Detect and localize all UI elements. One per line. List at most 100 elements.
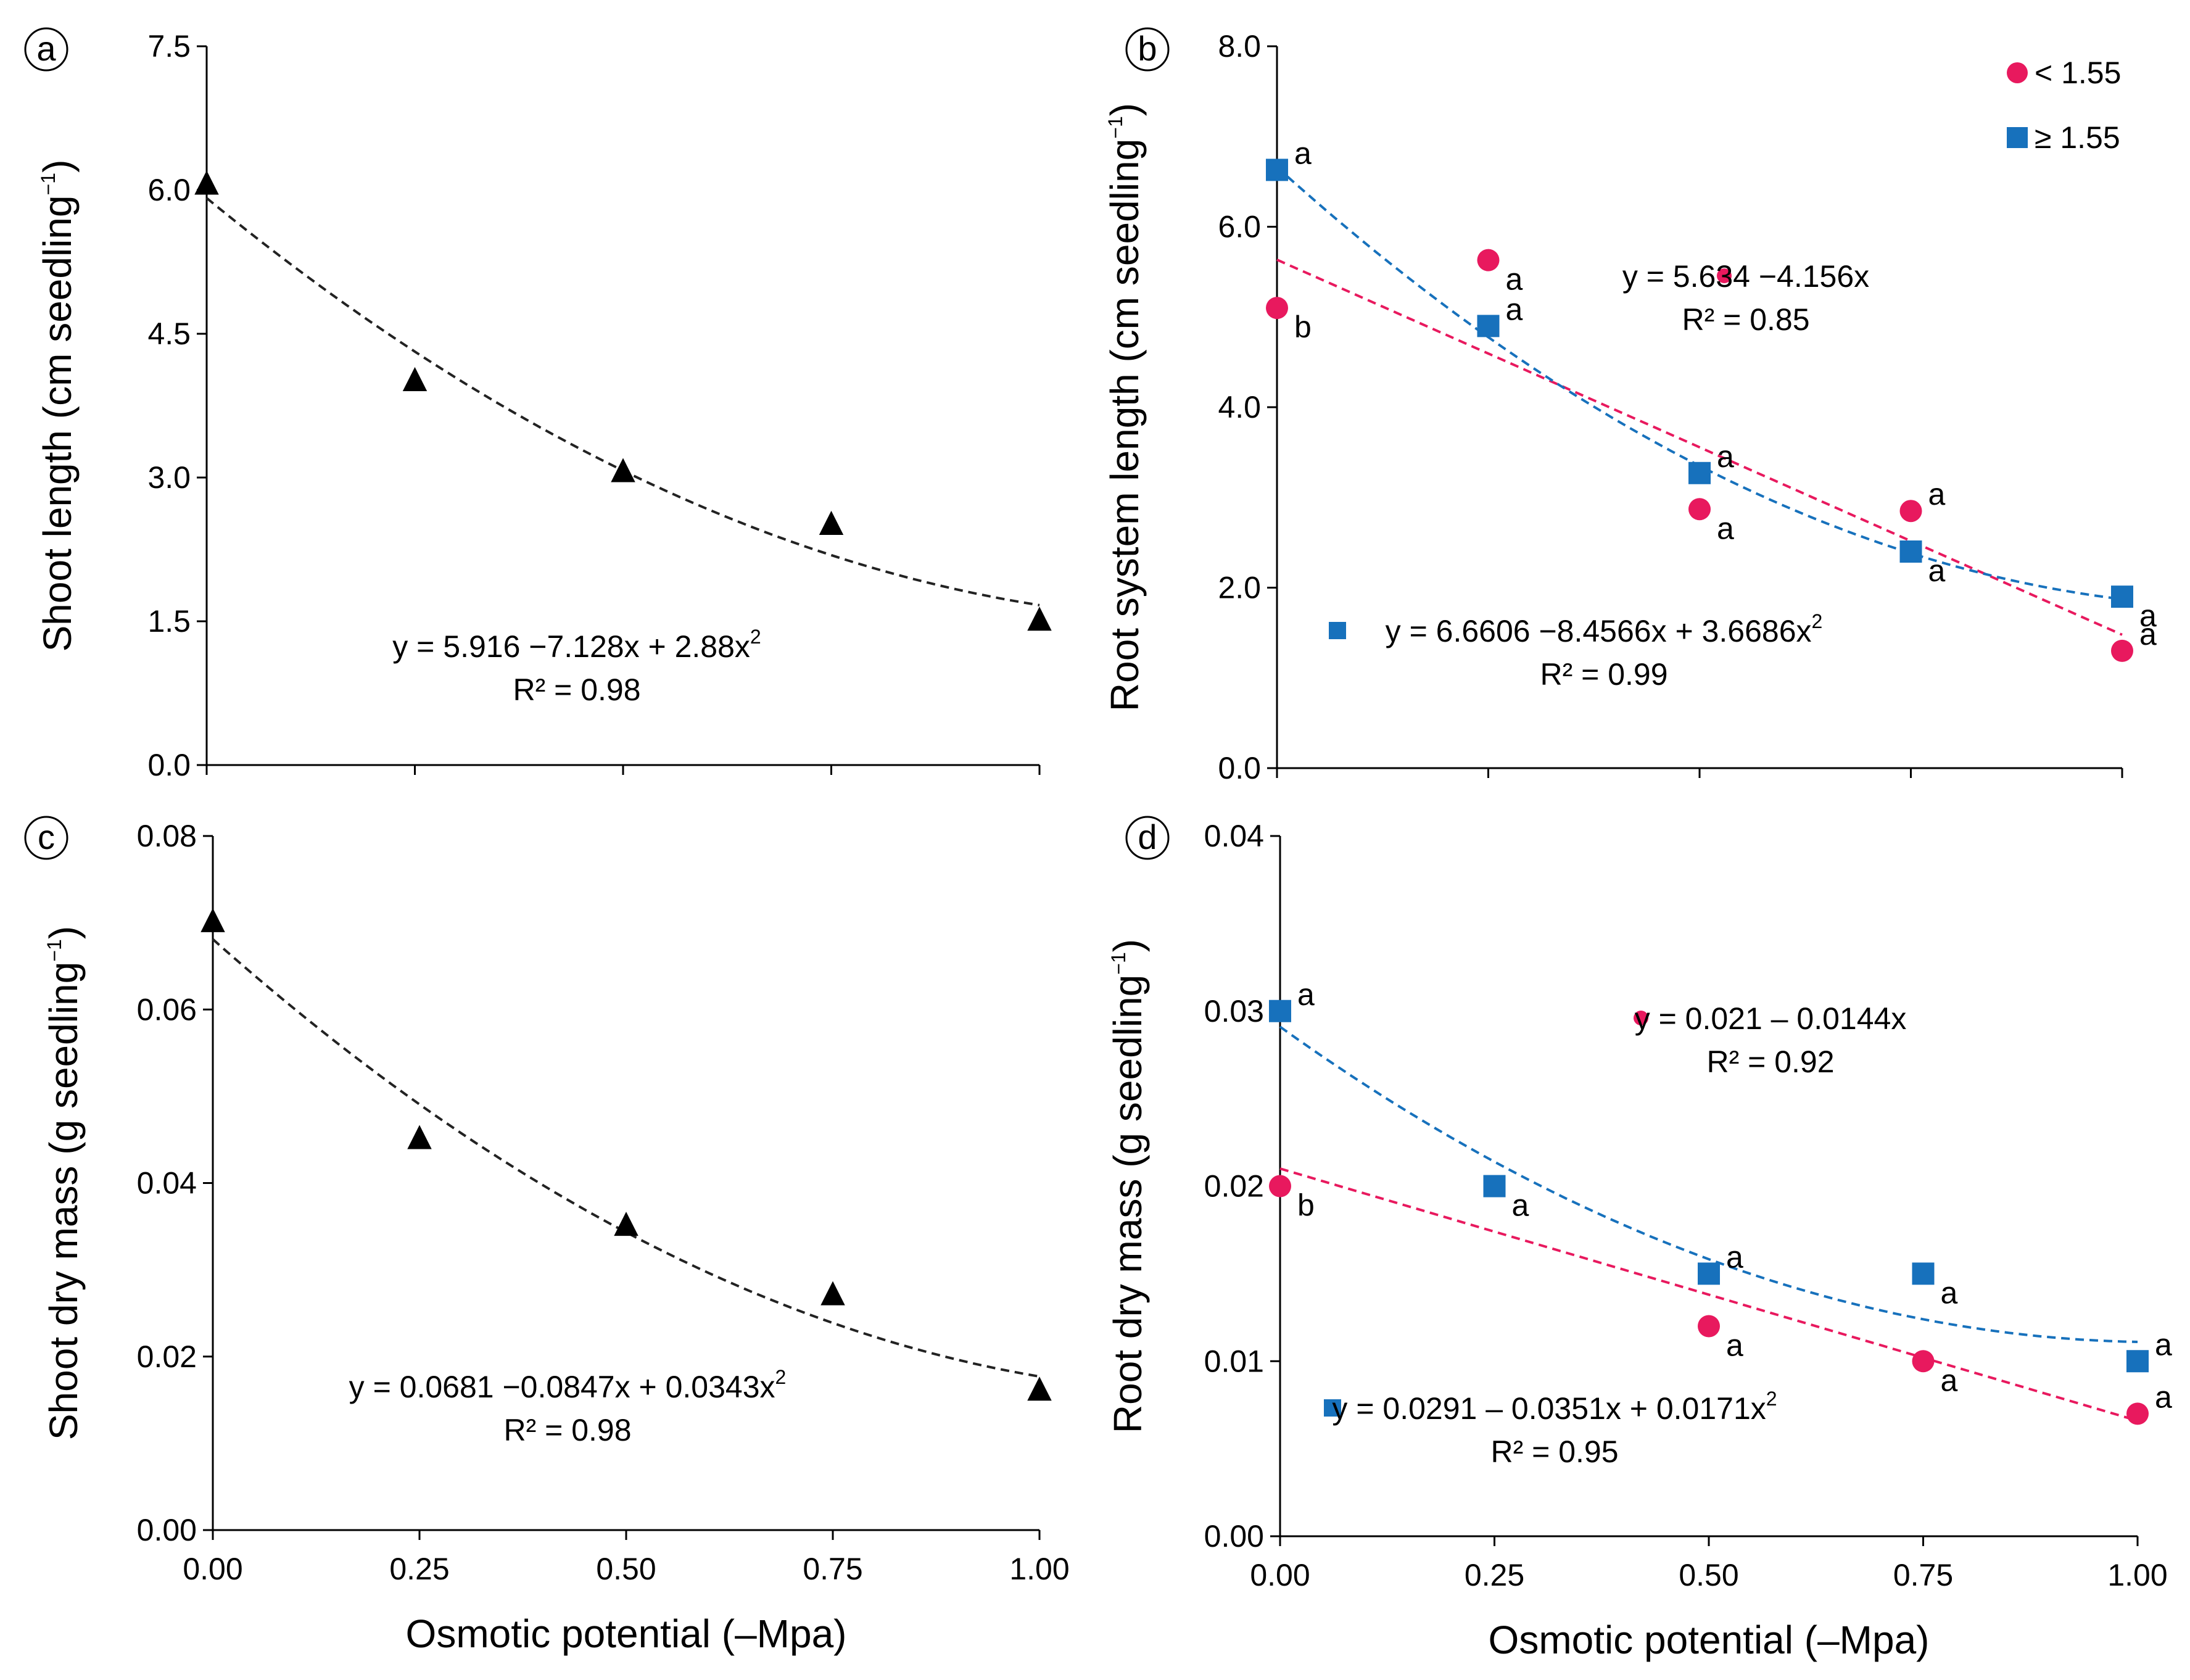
r-squared: R² = 0.85: [1682, 302, 1809, 337]
data-point-triangle: [1027, 606, 1052, 631]
x-tick-label: 0.75: [1893, 1558, 1953, 1592]
x-axis-title: Osmotic potential (–Mpa): [1489, 1618, 1930, 1662]
data-point-circle: [1912, 1350, 1935, 1373]
fit-line-series-0: [212, 938, 1040, 1378]
fit-line-series-0: [1276, 259, 2123, 636]
y-axis-title-close: ): [35, 160, 80, 173]
y-axis-title-close: ): [41, 926, 86, 939]
panel-letter-circle: [1125, 27, 1170, 72]
y-axis-title-main: Shoot dry mass (g seedling: [41, 962, 86, 1441]
panel-letter: a: [36, 29, 56, 68]
x-tick-label: 0.25: [1465, 1558, 1524, 1592]
significance-letter: a: [2139, 617, 2157, 652]
regression-equation-sup: 2: [1766, 1388, 1777, 1410]
regression-equation: y = 5.634 −4.156x: [1622, 259, 1869, 294]
data-point-square: [1266, 159, 1288, 181]
x-tick-label: 0.00: [183, 1552, 242, 1586]
y-axis-title-sup: −1: [43, 939, 65, 961]
y-tick-label: 0.00: [137, 1513, 197, 1547]
significance-letter: a: [1717, 439, 1734, 474]
regression-equation-text: y = 0.0681 −0.0847x + 0.0343x: [349, 1370, 775, 1404]
regression-equation: y = 5.916 −7.128x + 2.88x2: [392, 626, 761, 664]
fit-line-series-0: [205, 197, 1040, 606]
significance-letter: a: [1512, 1188, 1529, 1223]
data-point-circle: [1266, 297, 1288, 320]
r-squared: R² = 0.99: [1540, 657, 1667, 692]
y-axis-title: Shoot dry mass (g seedling−1): [41, 926, 86, 1440]
data-point-square: [1477, 315, 1500, 337]
y-tick-label: 0.0: [147, 748, 191, 782]
data-point-circle: [1477, 249, 1500, 271]
y-axis-title-sup: −1: [1104, 116, 1126, 138]
y-tick-label: 0.00: [1204, 1519, 1264, 1554]
y-tick-label: 4.5: [147, 317, 191, 351]
regression-equation: y = 0.0681 −0.0847x + 0.0343x2: [349, 1366, 787, 1404]
panel-letter-circle: [24, 816, 68, 860]
y-axis-title-main: Shoot length (cm seedling: [35, 195, 80, 652]
significance-letter: a: [1717, 511, 1734, 545]
regression-equation-text: y = 0.021 – 0.0144x: [1635, 1001, 1907, 1036]
panel-letter-circle: [1125, 816, 1170, 860]
x-tick-label: 1.00: [1009, 1552, 1069, 1586]
y-tick-label: 2.0: [1218, 571, 1261, 605]
y-axis-title-sup: −1: [1107, 952, 1130, 974]
data-point-triangle: [194, 170, 219, 195]
data-point-square: [2111, 586, 2133, 608]
significance-letter: a: [1726, 1328, 1743, 1363]
x-tick-label: 1.00: [2107, 1558, 2167, 1592]
y-tick-label: 3.0: [147, 460, 191, 495]
fit-line-series-0: [1279, 1167, 2138, 1422]
significance-letter: a: [2139, 598, 2157, 633]
data-point-square: [2126, 1350, 2149, 1373]
y-tick-label: 7.5: [147, 29, 191, 64]
data-point-triangle: [611, 458, 635, 482]
panel-b: b 0.0 2.0 4.0 6.0 8.0 Root system length (cm s…: [1102, 27, 2157, 785]
data-point-triangle: [200, 908, 225, 932]
fit-line-series-1: [1279, 1025, 2138, 1343]
regression-equation-sup: 2: [775, 1366, 787, 1388]
data-point-circle: [1688, 498, 1711, 521]
data-point-triangle: [1027, 1376, 1052, 1401]
panel-letter: b: [1138, 29, 1157, 68]
data-point-square: [1899, 540, 1922, 563]
significance-letter: b: [1297, 1188, 1315, 1223]
data-point-square: [1698, 1262, 1720, 1285]
legend-marker-square: [2007, 127, 2028, 148]
significance-letter: a: [1726, 1239, 1743, 1274]
x-axis-title: Osmotic potential (–Mpa): [406, 1612, 847, 1656]
y-tick-label: 0.06: [137, 992, 197, 1027]
y-tick-label: 4.0: [1218, 390, 1261, 424]
equation-marker: [1329, 622, 1346, 639]
equation-marker: [1717, 268, 1732, 283]
data-point-triangle: [614, 1212, 638, 1236]
legend-marker-circle: [2007, 62, 2028, 83]
significance-letter: a: [1506, 292, 1523, 326]
y-axis-title-main: Root dry mass (g seedling: [1105, 975, 1150, 1433]
data-point-square: [1912, 1262, 1935, 1285]
regression-equation-text: y = 5.916 −7.128x + 2.88x: [392, 629, 750, 664]
x-tick-label: 0.75: [803, 1552, 862, 1586]
y-axis-title-close: ): [1102, 103, 1147, 116]
significance-letter: a: [1294, 136, 1312, 170]
y-tick-label: 0.02: [137, 1339, 197, 1374]
significance-letter: a: [1928, 553, 1946, 588]
x-tick-label: 0.25: [389, 1552, 449, 1586]
data-point-circle: [1698, 1315, 1720, 1338]
data-point-triangle: [819, 510, 844, 535]
y-tick-label: 6.0: [1218, 210, 1261, 244]
data-point-circle: [1899, 500, 1922, 523]
y-axis-title: Shoot length (cm seedling−1): [35, 160, 80, 652]
y-tick-label: 0.0: [1218, 751, 1261, 785]
data-point-triangle: [407, 1125, 432, 1149]
significance-letter: b: [1294, 310, 1312, 344]
y-tick-label: 0.01: [1204, 1344, 1264, 1378]
data-point-circle: [2126, 1402, 2149, 1425]
significance-letter: a: [1941, 1275, 1958, 1310]
y-tick-label: 0.03: [1204, 994, 1264, 1028]
y-tick-label: 6.0: [147, 173, 191, 207]
legend-label: < 1.55: [2035, 56, 2121, 90]
data-point-circle: [2111, 639, 2133, 662]
regression-equation-text: y = 6.6606 −8.4566x + 3.6686x: [1386, 614, 1812, 648]
x-tick-label: 0.50: [1679, 1558, 1738, 1592]
